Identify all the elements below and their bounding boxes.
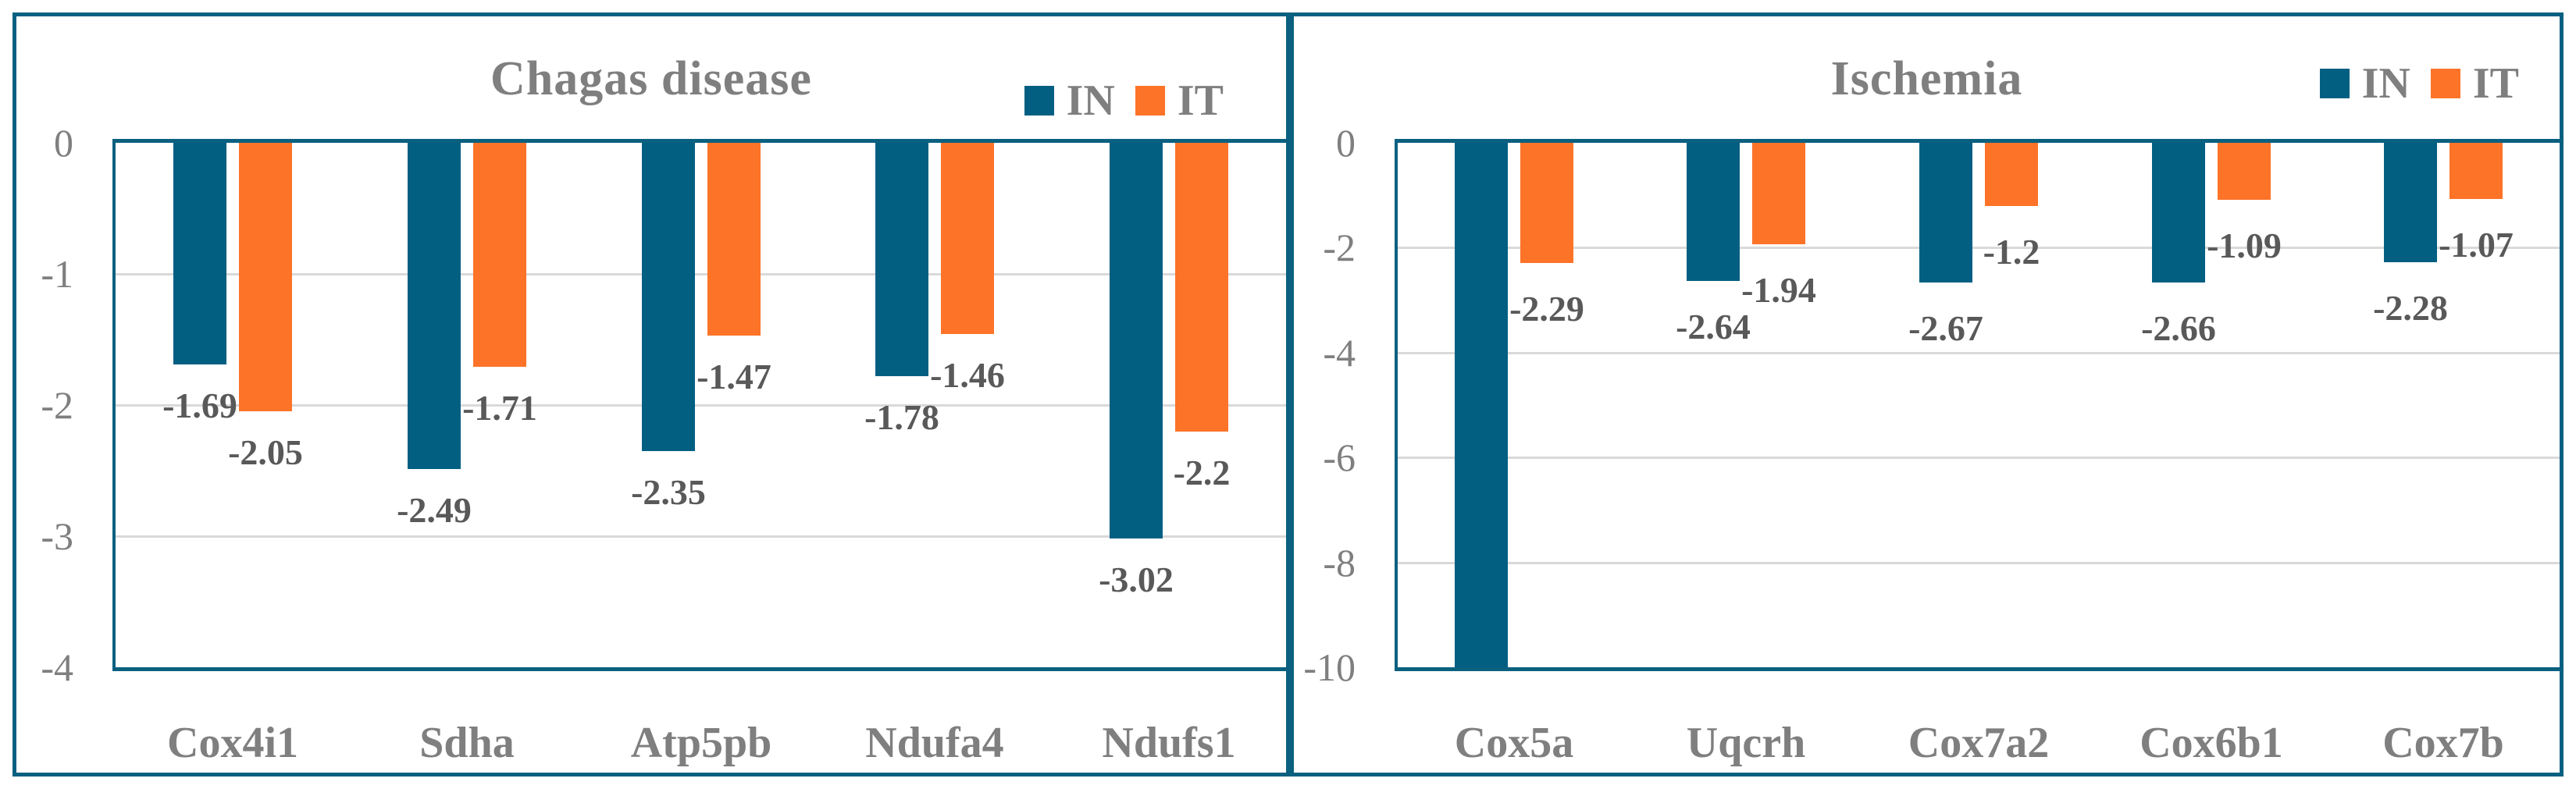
data-label-in: -3.02	[1099, 560, 1174, 599]
bar-it	[239, 143, 292, 411]
plot-area: -1.69 -2.05 -2.49 -1.71 -2.35 -1.47 -1.78 -1.46…	[116, 143, 1286, 667]
panel-ischemia: Ischemia IN IT -2.29 -2.64 -1.94 -2.67 -1.2-…	[1290, 12, 2564, 777]
data-label-in: -2.49	[397, 490, 472, 530]
plot-area: -2.29 -2.64 -1.94 -2.67 -1.2 -2.66 -1.09 -2.28 -…	[1398, 143, 2560, 667]
plot-left-border	[1395, 139, 1398, 671]
data-label-it: -2.29	[1509, 289, 1584, 329]
data-label-it: -1.07	[2439, 225, 2514, 265]
data-label-it: -1.94	[1741, 270, 1816, 310]
grid-line	[1398, 562, 2560, 564]
grid-line	[1398, 457, 2560, 459]
x-category-label: Ndufa4	[865, 719, 1004, 767]
zero-axis-line	[1395, 139, 2560, 143]
data-label-it: -1.2	[1983, 232, 2040, 272]
grid-line	[116, 404, 1286, 407]
y-axis-label: -3	[41, 514, 73, 558]
bar-in	[1687, 143, 1740, 281]
panel-chagas: Chagas disease IN IT -1.69 -2.05 -2.49 -1.7…	[12, 12, 1290, 777]
bar-in	[1919, 143, 1972, 283]
legend-label-in: IN	[2361, 59, 2410, 108]
bar-in	[1110, 143, 1163, 538]
x-category-label: Sdha	[419, 719, 515, 767]
legend-entry-it: IT	[1135, 79, 1224, 123]
data-label-in: -2.66	[2141, 308, 2216, 348]
zero-axis-line	[112, 139, 1286, 143]
legend-entry-in: IN	[1024, 79, 1115, 123]
data-label-in: -2.64	[1676, 307, 1751, 347]
x-category-label: Cox7b	[2382, 719, 2504, 767]
grid-line	[1398, 352, 2560, 354]
bar-in	[2384, 143, 2437, 262]
legend-swatch-in	[1024, 86, 1054, 116]
bar-in	[408, 143, 461, 469]
x-category-label: Cox6b1	[2140, 719, 2283, 767]
y-axis-label: -10	[1303, 645, 1356, 689]
y-axis-label: 0	[54, 121, 73, 165]
bar-in	[1455, 143, 1508, 667]
bar-it	[1520, 143, 1573, 263]
y-axis-label: -6	[1323, 435, 1356, 479]
bar-it	[473, 143, 526, 367]
y-axis-label: -8	[1323, 541, 1356, 585]
plot-bottom-border	[1395, 667, 2560, 671]
data-label-in: -2.28	[2373, 288, 2448, 328]
legend: IN IT	[2319, 59, 2519, 108]
data-label-it: -1.09	[2207, 226, 2282, 265]
y-axis-label: -2	[1323, 226, 1356, 269]
y-axis-label: -4	[1323, 331, 1356, 375]
data-label-it: -2.05	[228, 432, 303, 472]
chart-title: Ischemia	[1830, 52, 2023, 105]
data-label-it: -1.47	[697, 357, 771, 396]
y-axis-label: -4	[41, 645, 73, 689]
bar-it	[707, 143, 761, 336]
legend-label-it: IT	[2472, 59, 2519, 108]
legend-label-in: IN	[1066, 76, 1115, 125]
bar-in	[173, 143, 226, 364]
y-axis-label: -1	[41, 252, 73, 296]
grid-line	[116, 535, 1286, 538]
bar-it	[1752, 143, 1805, 244]
x-category-label: Uqcrh	[1686, 719, 1806, 767]
grid-line	[116, 273, 1286, 275]
bar-it	[2218, 143, 2271, 200]
bar-it	[2450, 143, 2503, 199]
data-label-in: -2.35	[631, 472, 706, 512]
legend-label-it: IT	[1177, 76, 1224, 125]
plot-left-border	[112, 139, 116, 671]
grid-line	[1398, 247, 2560, 249]
x-category-label: Cox4i1	[167, 719, 298, 767]
chart-title: Chagas disease	[490, 52, 812, 105]
legend-swatch-it	[1135, 86, 1165, 116]
data-label-in: -2.67	[1908, 308, 1983, 348]
data-label-in: -1.78	[864, 397, 939, 437]
bar-it	[1985, 143, 2038, 206]
x-category-label: Cox5a	[1454, 719, 1574, 767]
legend: IN IT	[1024, 79, 1224, 123]
bar-it	[1175, 143, 1228, 432]
data-label-in: -1.69	[162, 386, 237, 425]
y-axis-label: -2	[41, 383, 73, 427]
plot-bottom-border	[112, 667, 1286, 671]
legend-swatch-it	[2430, 69, 2460, 98]
bar-in	[642, 143, 695, 451]
legend-entry-in: IN	[2319, 59, 2410, 108]
data-label-it: -1.46	[930, 355, 1005, 395]
bar-in	[2152, 143, 2205, 283]
x-category-label: Atp5pb	[630, 719, 772, 767]
legend-swatch-in	[2319, 69, 2350, 98]
legend-entry-it: IT	[2430, 59, 2519, 108]
x-category-label: Ndufs1	[1102, 719, 1236, 767]
bar-it	[941, 143, 994, 334]
bar-in	[875, 143, 928, 376]
data-label-it: -2.2	[1173, 453, 1231, 492]
x-category-label: Cox7a2	[1908, 719, 2050, 767]
y-axis-label: 0	[1336, 121, 1356, 165]
data-label-it: -1.71	[462, 388, 537, 428]
